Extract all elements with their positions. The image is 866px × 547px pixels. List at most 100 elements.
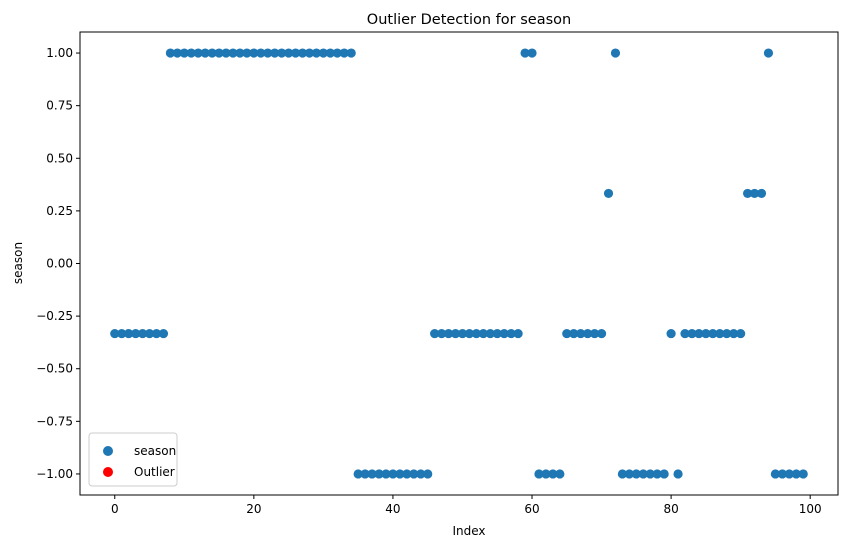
season-point [729,328,739,339]
season-point [492,328,502,339]
season-point [353,469,363,479]
y-tick-label: −0.75 [36,414,73,428]
season-point [652,469,662,479]
legend-marker-outlier [103,467,113,477]
season-point [610,48,621,58]
season-point [117,328,127,339]
y-tick-label: 0.25 [46,204,73,218]
y-axis-label: season [11,242,25,284]
season-point [513,328,523,339]
x-tick-label: 80 [663,502,678,516]
season-point [395,469,405,479]
season-point [756,188,767,199]
season-point [763,48,774,58]
legend-label-outlier: Outlier [134,465,175,479]
season-point [228,48,238,58]
season-point [777,469,787,479]
season-point [673,469,683,479]
season-point [701,328,711,339]
season-point [631,469,641,479]
season-point [624,469,634,479]
season-point [151,328,162,339]
season-point [270,48,280,58]
season-point [277,48,287,58]
season-point [583,328,593,339]
x-tick-label: 100 [799,502,822,516]
season-point [193,48,203,58]
x-axis-label: Index [452,524,485,538]
season-point [318,48,328,58]
season-point [659,469,669,479]
x-tick-label: 60 [524,502,539,516]
season-point [736,328,746,339]
season-point [443,328,454,339]
season-point [645,469,655,479]
season-point [708,328,718,339]
y-tick-label: 0.00 [46,257,73,271]
season-point [596,328,607,339]
season-point [242,48,252,58]
season-point [749,188,760,199]
axes-frame [79,31,839,496]
y-tick-label: 1.00 [46,46,73,60]
season-point [590,328,600,339]
season-point [478,328,488,339]
season-point [332,48,342,58]
season-point [186,48,196,58]
season-point [527,48,537,58]
y-tick-label: 0.50 [46,151,73,165]
season-point [325,48,335,58]
season-point [798,469,808,479]
season-point [367,469,377,479]
season-point [381,469,391,479]
season-point [179,48,189,58]
season-point [499,328,509,339]
legend-label-season: season [134,444,176,458]
season-point [430,328,440,339]
season-point [360,469,370,479]
chart-title: Outlier Detection for season [367,12,571,28]
season-point [464,328,475,339]
season-point [263,48,273,58]
season-point [437,328,447,339]
season-point [520,48,530,58]
season-point [423,469,433,479]
y-tick-label: −0.50 [36,362,73,376]
season-point [409,469,419,479]
season-point [742,188,753,199]
y-tick-label: −0.25 [36,309,73,323]
legend-marker-season [103,446,113,456]
season-point [617,469,628,479]
season-point [485,328,495,339]
season-point [284,48,294,58]
season-point [200,48,210,58]
season-point [541,469,551,479]
season-point [311,48,322,58]
season-point [172,48,182,58]
season-point [339,48,349,58]
season-point [165,48,176,58]
season-point [131,328,141,339]
season-point [784,469,794,479]
season-point [124,328,134,339]
season-point [534,469,544,479]
season-point [416,469,426,479]
season-point [680,328,690,339]
season-point [290,48,301,58]
season-point [687,328,697,339]
plot-area [110,48,808,479]
y-tick-label: 0.75 [46,99,73,113]
season-point [715,328,725,339]
season-point [110,328,120,339]
x-tick-label: 0 [111,502,119,516]
season-point [562,328,572,339]
legend: season Outlier [88,432,178,487]
season-point [144,328,155,339]
season-point [249,48,259,58]
season-point [137,328,148,339]
season-point [555,469,565,479]
x-axis-ticks: 0 20 40 60 80 100 [111,495,822,516]
season-point [638,469,648,479]
season-point [722,328,732,339]
